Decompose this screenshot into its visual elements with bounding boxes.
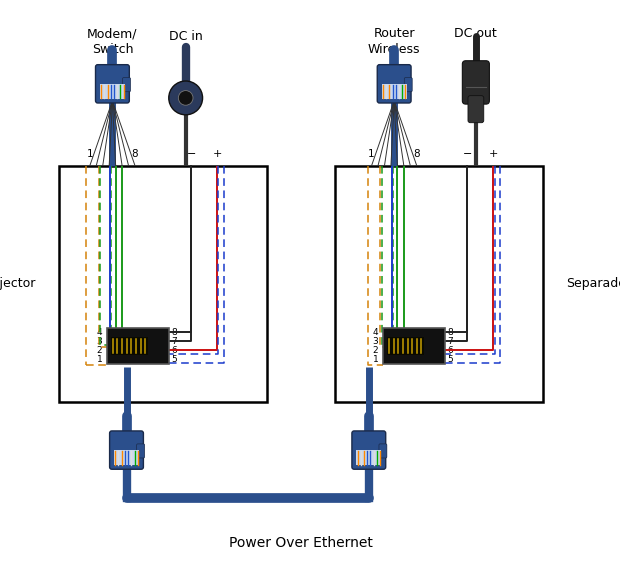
Text: 2: 2 <box>373 346 378 355</box>
Text: Modem/
Switch: Modem/ Switch <box>87 27 138 57</box>
Text: 1: 1 <box>97 355 102 364</box>
Bar <box>110 337 148 355</box>
Text: 4: 4 <box>373 328 378 336</box>
Text: Router
Wireless: Router Wireless <box>368 27 420 57</box>
FancyBboxPatch shape <box>136 444 144 458</box>
Bar <box>100 84 125 99</box>
FancyBboxPatch shape <box>95 65 130 103</box>
FancyBboxPatch shape <box>463 61 489 104</box>
Bar <box>383 328 445 364</box>
FancyBboxPatch shape <box>379 444 387 458</box>
Bar <box>382 84 407 99</box>
Bar <box>387 337 424 355</box>
Text: 5: 5 <box>448 355 453 364</box>
FancyBboxPatch shape <box>404 78 412 91</box>
Text: 3: 3 <box>373 337 378 346</box>
Text: Injector: Injector <box>0 277 37 290</box>
Text: 7: 7 <box>172 337 177 346</box>
Text: 8: 8 <box>172 328 177 336</box>
Bar <box>107 328 169 364</box>
Circle shape <box>169 81 203 115</box>
Text: 7: 7 <box>448 337 453 346</box>
Text: 2: 2 <box>97 346 102 355</box>
Bar <box>356 450 381 466</box>
Text: 6: 6 <box>448 346 453 355</box>
Text: 8: 8 <box>448 328 453 336</box>
Text: DC out: DC out <box>454 27 497 41</box>
Bar <box>335 166 544 402</box>
Text: Power Over Ethernet: Power Over Ethernet <box>229 536 373 550</box>
Text: −: − <box>463 149 472 159</box>
Text: −: − <box>187 149 196 159</box>
Bar <box>59 166 267 402</box>
Text: +: + <box>213 149 222 159</box>
Text: 3: 3 <box>97 337 102 346</box>
Text: 8: 8 <box>414 149 420 159</box>
Text: 1: 1 <box>373 355 378 364</box>
Text: +: + <box>489 149 498 159</box>
FancyBboxPatch shape <box>352 431 386 469</box>
Bar <box>114 450 139 466</box>
Text: 1: 1 <box>87 149 93 159</box>
Text: 5: 5 <box>172 355 177 364</box>
FancyBboxPatch shape <box>123 78 130 91</box>
Text: 4: 4 <box>97 328 102 336</box>
FancyBboxPatch shape <box>468 96 484 123</box>
Text: 8: 8 <box>131 149 138 159</box>
Text: Separador: Separador <box>566 277 620 290</box>
Text: 1: 1 <box>368 149 375 159</box>
Circle shape <box>179 90 193 105</box>
Text: DC in: DC in <box>169 30 203 43</box>
Text: 6: 6 <box>172 346 177 355</box>
FancyBboxPatch shape <box>110 431 143 469</box>
FancyBboxPatch shape <box>377 65 411 103</box>
